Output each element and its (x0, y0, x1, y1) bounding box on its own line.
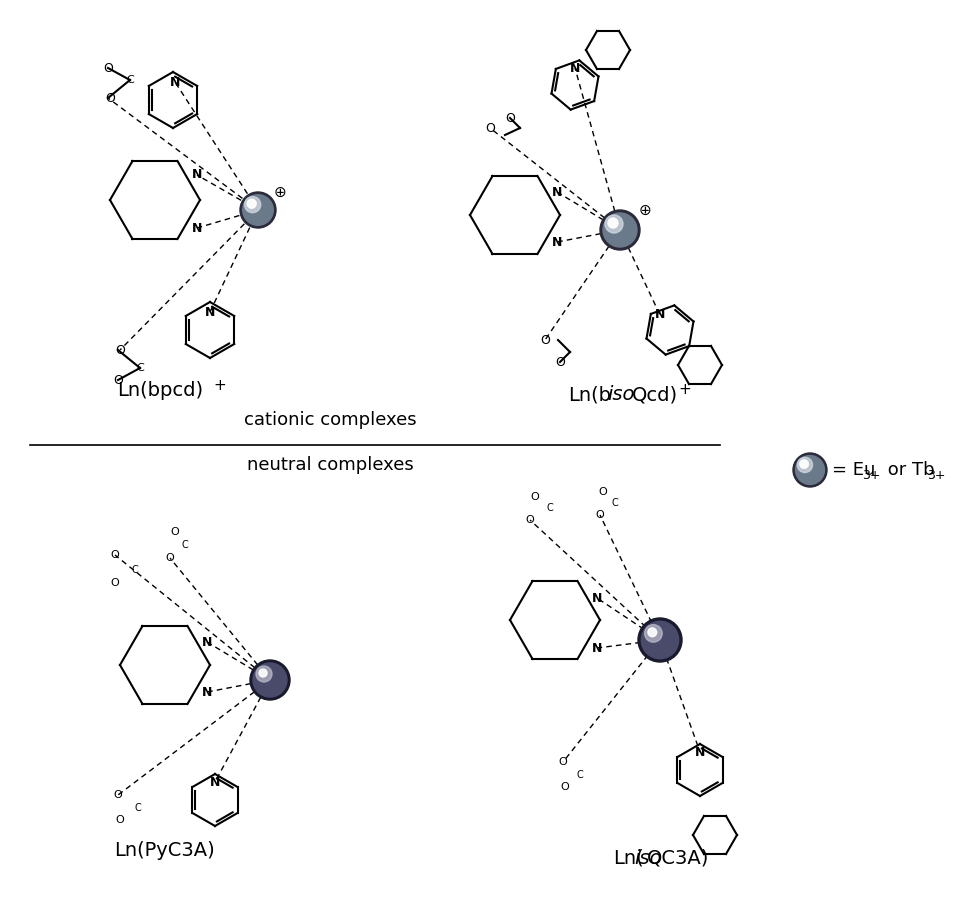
Circle shape (641, 621, 678, 659)
Text: N: N (654, 309, 664, 322)
Text: ⊕: ⊕ (638, 202, 650, 217)
Text: C: C (135, 803, 141, 813)
Text: O: O (112, 374, 123, 387)
Text: N: N (552, 186, 561, 199)
Circle shape (247, 199, 256, 208)
Text: O: O (555, 355, 564, 368)
Text: O: O (540, 333, 550, 346)
Text: N: N (694, 746, 704, 758)
Text: Ln(bpcd): Ln(bpcd) (116, 380, 202, 399)
Text: Ln(b: Ln(b (568, 386, 611, 405)
Circle shape (240, 192, 276, 228)
Text: or Tb: or Tb (881, 461, 934, 479)
Text: neutral complexes: neutral complexes (246, 456, 413, 474)
Circle shape (600, 210, 640, 250)
Text: C: C (182, 540, 188, 550)
Text: N: N (201, 636, 212, 649)
Circle shape (638, 618, 682, 662)
Text: O: O (484, 122, 495, 135)
Text: C: C (576, 770, 583, 780)
Circle shape (799, 460, 808, 468)
Text: Ln(PyC3A): Ln(PyC3A) (114, 841, 215, 859)
Circle shape (607, 218, 617, 228)
Circle shape (249, 660, 289, 700)
Text: O: O (530, 492, 539, 502)
Circle shape (243, 195, 273, 225)
Text: O: O (105, 92, 114, 104)
Text: QC3A): QC3A) (646, 848, 708, 867)
Text: O: O (598, 487, 606, 497)
Text: iso: iso (606, 386, 634, 405)
Text: O: O (560, 782, 569, 792)
Text: C: C (546, 503, 553, 513)
Text: N: N (569, 61, 580, 74)
Text: O: O (103, 61, 112, 74)
Text: C: C (131, 565, 138, 575)
Text: O: O (505, 112, 514, 125)
Text: ⊕: ⊕ (273, 184, 287, 200)
Text: N: N (169, 75, 180, 89)
Text: O: O (115, 344, 125, 356)
Circle shape (796, 457, 812, 473)
Text: iso: iso (634, 848, 661, 867)
Text: O: O (170, 527, 179, 537)
Text: N: N (592, 592, 601, 605)
Text: N: N (201, 685, 212, 699)
Text: Qcd): Qcd) (631, 386, 678, 405)
Text: O: O (525, 515, 534, 525)
Circle shape (255, 666, 272, 682)
Text: +: + (678, 383, 690, 398)
Text: +: + (213, 377, 226, 392)
Text: C: C (136, 363, 144, 373)
Text: C: C (126, 75, 134, 85)
Text: O: O (111, 550, 119, 560)
Text: Ln(: Ln( (612, 848, 643, 867)
Text: 3+: 3+ (926, 470, 945, 483)
Circle shape (252, 663, 287, 697)
Text: O: O (115, 815, 124, 825)
Circle shape (792, 453, 826, 487)
Circle shape (644, 625, 661, 642)
Circle shape (602, 213, 637, 247)
Text: O: O (165, 553, 174, 563)
Text: N: N (192, 169, 202, 181)
Text: 3+: 3+ (861, 470, 879, 483)
Text: N: N (552, 235, 561, 248)
Text: = Eu: = Eu (831, 461, 874, 479)
Text: O: O (558, 757, 567, 767)
Text: O: O (113, 790, 122, 800)
Text: N: N (592, 641, 601, 655)
Text: N: N (204, 306, 215, 319)
Text: O: O (595, 510, 603, 520)
Circle shape (259, 669, 267, 677)
Text: N: N (209, 776, 220, 789)
Text: O: O (111, 578, 119, 588)
Circle shape (604, 215, 622, 233)
Text: N: N (192, 222, 202, 234)
Text: C: C (611, 498, 618, 508)
Text: cationic complexes: cationic complexes (244, 411, 416, 429)
Circle shape (244, 197, 260, 213)
Circle shape (795, 455, 823, 485)
Circle shape (647, 627, 656, 637)
